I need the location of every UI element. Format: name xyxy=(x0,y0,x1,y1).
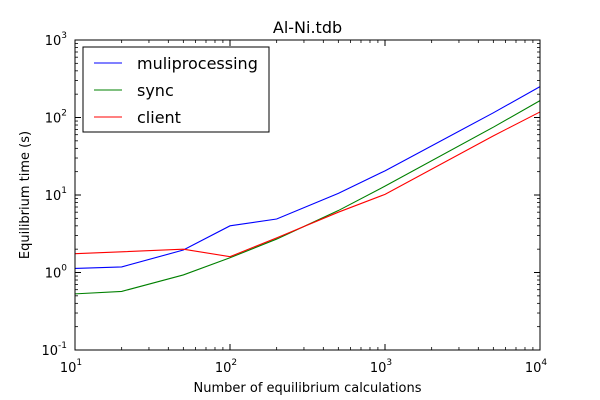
series-layer xyxy=(74,86,541,295)
x-axis-label: Number of equilibrium calculations xyxy=(194,381,422,396)
series-line-client xyxy=(74,111,541,258)
series-line-sync xyxy=(74,100,541,295)
legend: muliprocessing sync client xyxy=(82,46,270,133)
y-axis-label: Equilibrium time (s) xyxy=(18,131,33,259)
series-line-muliprocessing xyxy=(74,86,541,269)
legend-label-client: client xyxy=(137,108,181,127)
legend-label-sync: sync xyxy=(137,81,174,100)
legend-label-muliprocessing: muliprocessing xyxy=(137,54,258,73)
chart-title: Al-Ni.tdb xyxy=(273,18,342,37)
